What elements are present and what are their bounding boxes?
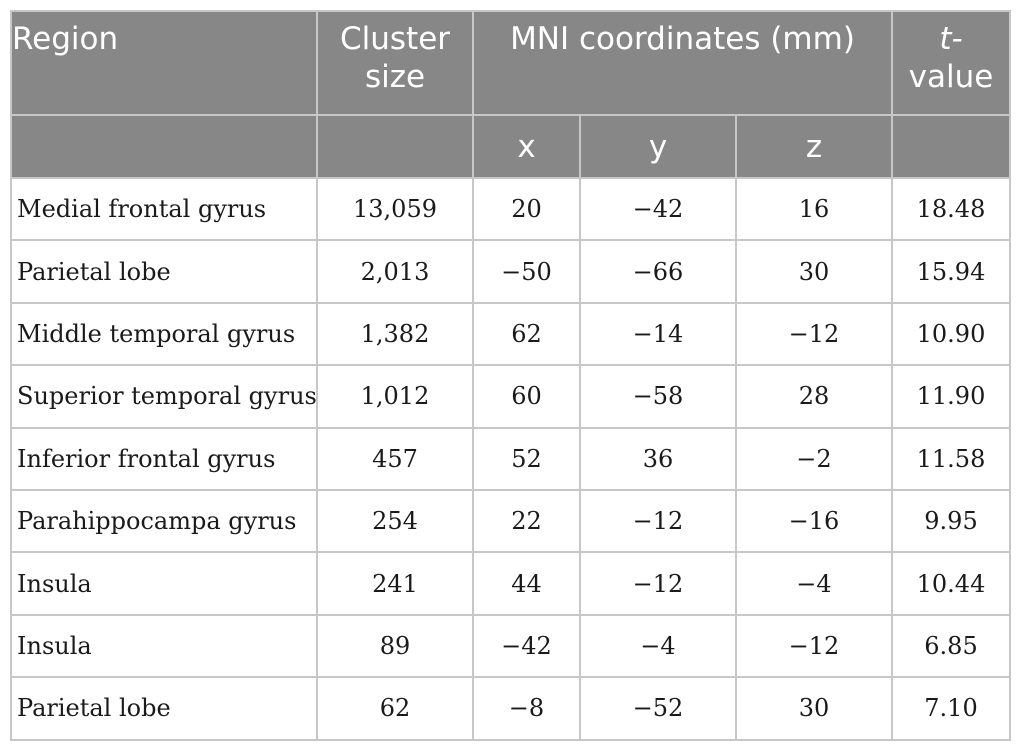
x-cell: 20 bbox=[472, 176, 581, 242]
cluster-size-cell: 89 bbox=[316, 613, 474, 679]
region-cell: Superior temporal gyrus bbox=[10, 364, 318, 429]
t-value-cell: 15.94 bbox=[891, 239, 1011, 304]
region-cell: Inferior frontal gyrus bbox=[10, 426, 318, 491]
y-cell: 36 bbox=[579, 426, 737, 491]
x-cell: 52 bbox=[472, 426, 581, 491]
subheader-row: x y z bbox=[10, 114, 1011, 179]
table-row: Parietal lobe 2,013 −50 −66 30 15.94 bbox=[10, 239, 1011, 304]
x-cell: −50 bbox=[472, 239, 581, 304]
cluster-size-cell: 254 bbox=[316, 488, 474, 554]
header-cluster-size: Cluster size bbox=[316, 10, 474, 116]
region-cell: Insula bbox=[10, 613, 318, 679]
y-cell: −4 bbox=[579, 613, 737, 679]
table-row: Inferior frontal gyrus 457 52 36 −2 11.58 bbox=[10, 426, 1011, 491]
y-cell: −14 bbox=[579, 301, 737, 367]
header-t-line1: t- bbox=[939, 21, 963, 57]
cluster-size-cell: 1,012 bbox=[316, 364, 474, 429]
header-row: Region Cluster size MNI coordinates (mm)… bbox=[10, 10, 1011, 116]
x-cell: 60 bbox=[472, 364, 581, 429]
results-table: Region Cluster size MNI coordinates (mm)… bbox=[10, 10, 1011, 741]
t-value-cell: 10.90 bbox=[891, 301, 1011, 367]
header-y: y bbox=[579, 114, 737, 179]
header-x: x bbox=[472, 114, 581, 179]
table-row: Insula 89 −42 −4 −12 6.85 bbox=[10, 613, 1011, 679]
header-region: Region bbox=[10, 10, 318, 116]
cluster-size-cell: 457 bbox=[316, 426, 474, 491]
region-cell: Parietal lobe bbox=[10, 676, 318, 741]
y-cell: −12 bbox=[579, 488, 737, 554]
table-row: Medial frontal gyrus 13,059 20 −42 16 18.48 bbox=[10, 176, 1011, 242]
t-value-cell: 10.44 bbox=[891, 551, 1011, 616]
z-cell: −2 bbox=[735, 426, 893, 491]
cluster-size-cell: 2,013 bbox=[316, 239, 474, 304]
table-body: Medial frontal gyrus 13,059 20 −42 16 18.48 Pa… bbox=[10, 176, 1011, 741]
z-cell: −16 bbox=[735, 488, 893, 554]
header-t-value: t- value bbox=[891, 10, 1011, 116]
t-value-cell: 6.85 bbox=[891, 613, 1011, 679]
subheader-empty-region bbox=[10, 114, 318, 179]
subheader-empty-t bbox=[891, 114, 1011, 179]
z-cell: −12 bbox=[735, 301, 893, 367]
subheader-empty-cluster bbox=[316, 114, 474, 179]
table-row: Insula 241 44 −12 −4 10.44 bbox=[10, 551, 1011, 616]
x-cell: −8 bbox=[472, 676, 581, 741]
cluster-size-cell: 1,382 bbox=[316, 301, 474, 367]
x-cell: −42 bbox=[472, 613, 581, 679]
t-value-cell: 18.48 bbox=[891, 176, 1011, 242]
y-cell: −42 bbox=[579, 176, 737, 242]
cluster-size-cell: 62 bbox=[316, 676, 474, 741]
z-cell: 28 bbox=[735, 364, 893, 429]
x-cell: 22 bbox=[472, 488, 581, 554]
header-t-line2: value bbox=[908, 59, 994, 95]
y-cell: −58 bbox=[579, 364, 737, 429]
cluster-size-cell: 241 bbox=[316, 551, 474, 616]
region-cell: Parahippocampa gyrus bbox=[10, 488, 318, 554]
cluster-size-cell: 13,059 bbox=[316, 176, 474, 242]
region-cell: Middle temporal gyrus bbox=[10, 301, 318, 367]
t-value-cell: 9.95 bbox=[891, 488, 1011, 554]
z-cell: −4 bbox=[735, 551, 893, 616]
z-cell: 30 bbox=[735, 676, 893, 741]
region-cell: Parietal lobe bbox=[10, 239, 318, 304]
table-row: Middle temporal gyrus 1,382 62 −14 −12 10.90 bbox=[10, 301, 1011, 367]
t-value-cell: 7.10 bbox=[891, 676, 1011, 741]
t-value-cell: 11.90 bbox=[891, 364, 1011, 429]
z-cell: −12 bbox=[735, 613, 893, 679]
z-cell: 30 bbox=[735, 239, 893, 304]
region-cell: Insula bbox=[10, 551, 318, 616]
header-cluster-line1: Cluster bbox=[339, 21, 451, 57]
header-mni-coordinates: MNI coordinates (mm) bbox=[472, 10, 893, 116]
table-row: Superior temporal gyrus 1,012 60 −58 28 11.90 bbox=[10, 364, 1011, 429]
z-cell: 16 bbox=[735, 176, 893, 242]
x-cell: 44 bbox=[472, 551, 581, 616]
table-row: Parietal lobe 62 −8 −52 30 7.10 bbox=[10, 676, 1011, 741]
x-cell: 62 bbox=[472, 301, 581, 367]
region-cell: Medial frontal gyrus bbox=[10, 176, 318, 242]
y-cell: −66 bbox=[579, 239, 737, 304]
t-value-cell: 11.58 bbox=[891, 426, 1011, 491]
y-cell: −52 bbox=[579, 676, 737, 741]
table-row: Parahippocampa gyrus 254 22 −12 −16 9.95 bbox=[10, 488, 1011, 554]
header-cluster-line2: size bbox=[364, 59, 426, 95]
y-cell: −12 bbox=[579, 551, 737, 616]
header-z: z bbox=[735, 114, 893, 179]
table-header: Region Cluster size MNI coordinates (mm)… bbox=[10, 10, 1011, 179]
